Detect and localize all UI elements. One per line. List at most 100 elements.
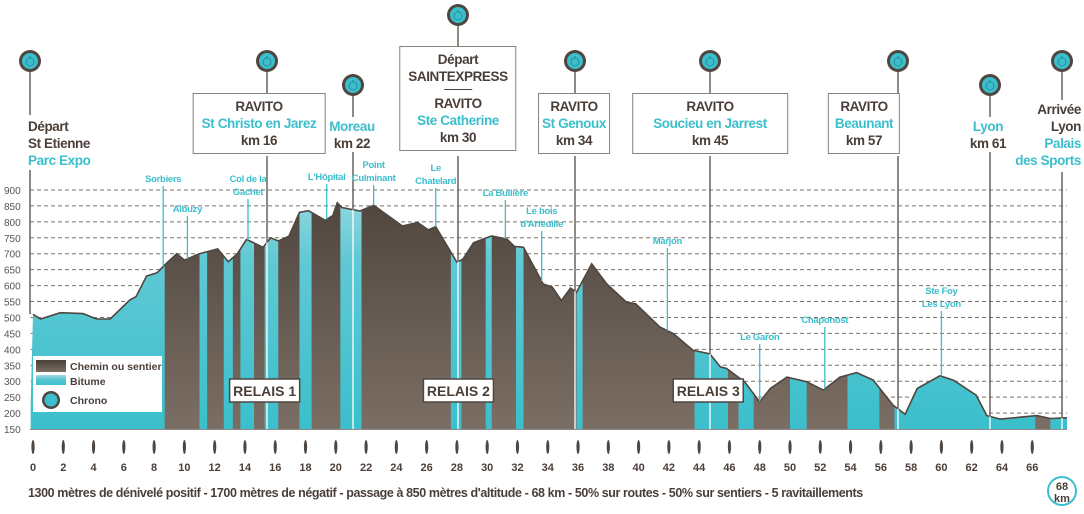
- x-tick-mark: [970, 440, 974, 454]
- x-tick-mark: [515, 440, 520, 454]
- x-tick-label: 26: [421, 462, 433, 474]
- y-tick-label: 550: [4, 298, 21, 309]
- x-tick-mark: [637, 440, 641, 454]
- surface-segment-bitume: [240, 202, 255, 429]
- x-tick-mark: [606, 440, 610, 454]
- y-tick-label: 850: [4, 202, 21, 213]
- y-tick-label: 650: [4, 266, 21, 277]
- x-tick-mark: [243, 440, 247, 454]
- relais-label: RELAIS 3: [672, 378, 744, 403]
- total-distance-unit: km: [1054, 493, 1070, 505]
- x-tick-mark: [667, 440, 671, 454]
- relais-label: RELAIS 2: [422, 378, 495, 403]
- x-tick-label: 34: [542, 462, 555, 474]
- y-tick-label: 400: [4, 345, 21, 356]
- y-tick-label: 900: [4, 186, 21, 197]
- x-tick-label: 58: [905, 462, 917, 474]
- surface-segment-bitume: [223, 202, 234, 429]
- checkpoint-st-genoux: RAVITO St Genoux km 34: [538, 93, 610, 154]
- x-tick-label: 16: [269, 462, 281, 474]
- ravito-km: km 57: [845, 133, 883, 148]
- place-annotation: Chaponost: [801, 315, 850, 389]
- x-tick-mark: [758, 440, 762, 454]
- x-tick-label: 12: [209, 462, 221, 474]
- checkpoint-moreau: Moreau km 22: [329, 118, 375, 152]
- start-line2: St Etienne: [28, 136, 91, 151]
- ravito-label: RAVITO: [840, 99, 888, 114]
- legend-chrono-icon: [42, 391, 60, 409]
- checkpoint-st-christo: RAVITO St Christo en Jarez km 16: [192, 93, 326, 154]
- chrono-icon: [1051, 50, 1073, 72]
- place-annotation: Point Culminant: [352, 160, 397, 206]
- relais-label: RELAIS 1: [228, 378, 301, 403]
- chrono-icon: [19, 50, 41, 72]
- legend-label-bitume: Bitume: [70, 376, 106, 388]
- x-tick-mark: [152, 440, 156, 454]
- legend-swatch-chemin: [36, 360, 66, 372]
- ravito-km: km 45: [691, 133, 729, 148]
- checkpoint-km: km 22: [333, 136, 371, 151]
- x-tick-label: 18: [299, 462, 311, 474]
- place-label: Col de la: [230, 174, 268, 185]
- x-tick-label: 66: [1026, 462, 1038, 474]
- ravito-km: km 34: [555, 133, 593, 148]
- y-tick-label: 200: [4, 409, 21, 420]
- y-tick-label: 600: [4, 282, 21, 293]
- x-tick-label: 0: [30, 462, 36, 474]
- ravito-place: Ste Catherine: [417, 113, 499, 128]
- ravito-label: RAVITO: [235, 99, 283, 114]
- place-annotation: Col de la Gachet: [230, 174, 268, 241]
- x-tick-label: 36: [572, 462, 584, 474]
- place-label: Ste Foy: [925, 286, 958, 297]
- x-tick-mark: [727, 440, 732, 454]
- ravito-place: Beaunant: [834, 116, 894, 131]
- chrono-icon: [887, 50, 909, 72]
- surface-segment-chemin: [1035, 202, 1051, 429]
- depart-name: SAINTEXPRESS: [408, 69, 508, 84]
- chrono-icon: [256, 50, 278, 72]
- x-tick-label: 42: [663, 462, 675, 474]
- x-tick-mark: [848, 440, 853, 454]
- surface-segment-chemin: [491, 202, 517, 429]
- place-annotation: Albuzy: [173, 204, 203, 259]
- place-label: d'Arfeuille: [520, 219, 563, 230]
- y-tick-label: 800: [4, 218, 21, 229]
- finish-line1: Arrivée: [1037, 102, 1081, 117]
- depart-label: Départ: [437, 52, 479, 67]
- surface-segment-chemin: [254, 202, 265, 429]
- x-tick-mark: [697, 440, 701, 454]
- x-tick-mark: [91, 440, 96, 454]
- checkpoint-beaunant: RAVITO Beaunant km 57: [827, 93, 901, 154]
- place-label: Le: [430, 163, 441, 174]
- x-tick-mark: [303, 440, 308, 454]
- place-annotation: Ste Foy Les Lyon: [922, 286, 962, 377]
- y-tick-label: 350: [4, 361, 21, 372]
- ravito-label: RAVITO: [550, 99, 598, 114]
- elevation-profile-line: [32, 201, 1068, 420]
- y-tick-label: 700: [4, 250, 21, 261]
- place-annotation: Le bois d'Arfeuille: [520, 206, 563, 282]
- surface-segment-bitume: [1050, 202, 1067, 429]
- place-annotation: La Bullière: [483, 188, 528, 239]
- place-label: Sorbiers: [145, 174, 181, 185]
- chrono-icon: [447, 4, 469, 26]
- x-tick-mark: [122, 440, 126, 454]
- place-label: Point: [363, 160, 386, 171]
- total-distance-value: 68: [1055, 481, 1069, 493]
- checkpoint-start: Départ St Etienne Parc Expo: [28, 118, 91, 169]
- place-label: Albuzy: [173, 204, 203, 215]
- x-tick-label: 38: [602, 462, 614, 474]
- checkpoint-place: Lyon: [972, 119, 1004, 134]
- relais-text: RELAIS 3: [677, 383, 740, 399]
- place-annotation: Marjon: [653, 236, 683, 331]
- y-tick-label: 500: [4, 313, 21, 324]
- x-tick-label: 4: [90, 462, 97, 474]
- checkpoint-finish: Arrivée Lyon Palais des Sports: [1015, 101, 1081, 169]
- legend: Chemin ou sentier Bitume Chrono: [33, 356, 162, 412]
- finish-place-2: des Sports: [1015, 153, 1081, 168]
- ravito-place: St Genoux: [542, 116, 606, 131]
- checkpoint-km: km 61: [969, 136, 1007, 151]
- y-tick-label: 300: [4, 377, 21, 388]
- x-tick-label: 30: [481, 462, 493, 474]
